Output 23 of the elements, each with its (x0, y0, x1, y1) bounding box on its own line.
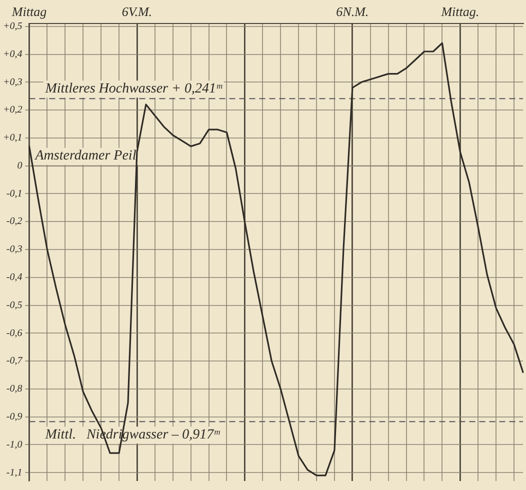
x-tick-label: 6V.M. (122, 4, 152, 20)
y-tick-label: 0 (17, 160, 22, 172)
y-tick-label: +0,5 (3, 21, 22, 32)
y-tick-label: -0,1 (6, 188, 22, 200)
y-tick-label: -0,4 (6, 272, 22, 284)
x-tick-label: Mittag. (440, 4, 480, 20)
y-tick-label: -1,0 (6, 439, 22, 450)
y-tick-label: +0,1 (3, 132, 22, 144)
y-tick-label: -1,1 (6, 467, 22, 478)
ref-line-label: Amsterdamer Peil (34, 148, 136, 164)
y-tick-label: -0,5 (6, 300, 22, 311)
x-tick-label: 6N.M. (336, 4, 369, 20)
y-tick-label: +0,2 (3, 104, 22, 116)
y-tick-label: -0,3 (6, 244, 22, 256)
y-tick-label: -0,6 (6, 328, 22, 339)
y-tick-label: +0,4 (3, 48, 22, 60)
y-tick-label: -0,9 (6, 411, 22, 422)
y-tick-label: -0,8 (6, 384, 22, 395)
ref-line-label: Mittleres Hochwasser + 0,241ᵐ (44, 81, 223, 96)
y-tick-label: -0,2 (6, 216, 22, 228)
y-tick-label: +0,3 (3, 76, 22, 88)
x-tick-label: Mittag (10, 4, 48, 20)
y-tick-label: -0,7 (6, 356, 24, 367)
